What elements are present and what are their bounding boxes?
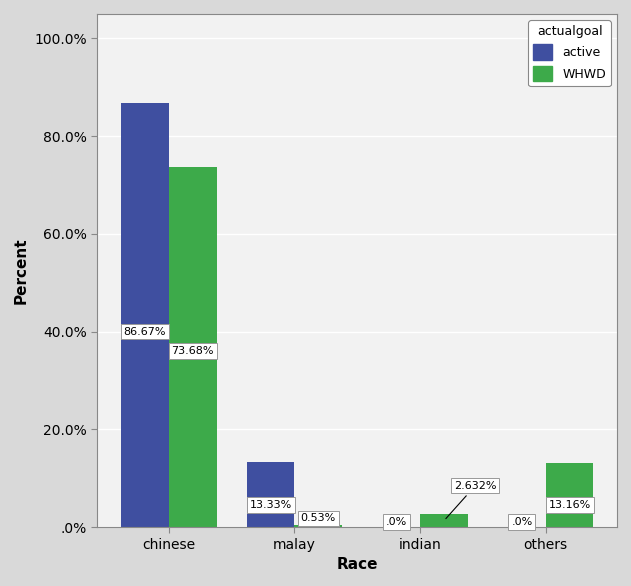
Text: 2.632%: 2.632%: [446, 481, 497, 519]
Bar: [546, 463, 594, 527]
Bar: [169, 167, 216, 527]
Bar: [121, 104, 169, 527]
Text: 73.68%: 73.68%: [172, 346, 214, 356]
Text: 13.33%: 13.33%: [249, 500, 292, 510]
Bar: [295, 524, 342, 527]
Text: 86.67%: 86.67%: [124, 326, 166, 336]
Text: .0%: .0%: [511, 517, 533, 527]
X-axis label: Race: Race: [336, 557, 378, 572]
Text: 0.53%: 0.53%: [301, 513, 336, 523]
Y-axis label: Percent: Percent: [14, 237, 29, 304]
Text: 13.16%: 13.16%: [548, 500, 591, 510]
Legend: active, WHWD: active, WHWD: [528, 20, 611, 86]
Bar: [247, 462, 295, 527]
Bar: [420, 515, 468, 527]
Text: .0%: .0%: [386, 517, 407, 527]
